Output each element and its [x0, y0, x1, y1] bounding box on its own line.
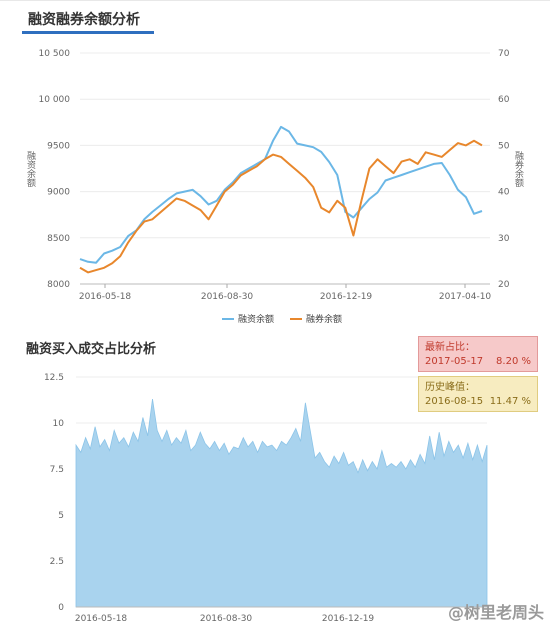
historical-peak-label: 历史峰值：: [425, 382, 475, 393]
y-tick-label: 12.5: [44, 373, 64, 383]
x-tick-label: 2016-12-19: [320, 292, 373, 302]
legend-label-financing: 融资余额: [238, 315, 275, 325]
latest-ratio-box: 最新占比： 2017-05-17 8.20 %: [418, 336, 538, 372]
y-left-tick-label: 8500: [47, 234, 70, 244]
historical-peak-box: 历史峰值： 2016-08-15 11.47 %: [418, 376, 538, 412]
x-tick-label: 2016-08-30: [200, 614, 253, 624]
legend-margin-financing[interactable]: 融资余额: [222, 312, 274, 325]
y-left-tick-label: 9500: [47, 141, 70, 151]
y-tick-label: 7.5: [50, 465, 64, 475]
historical-peak-date: 2016-08-15: [425, 396, 484, 407]
latest-ratio-label: 最新占比：: [425, 342, 475, 353]
series-line-financing: [79, 125, 483, 264]
chart-title-ratio: 融资买入成交占比分析: [26, 342, 157, 357]
y-left-tick-label: 9000: [47, 188, 70, 198]
margin-balance-panel: 融资融券余额分析 融资余额 融券余额 10 500 10 000 9500 9000 8…: [0, 0, 550, 325]
y-tick-label: 10: [53, 419, 65, 429]
legend-margin-lending[interactable]: 融券余额: [290, 312, 342, 325]
watermark: @树里老周头: [447, 603, 544, 622]
latest-ratio-value: 8.20 %: [496, 356, 531, 367]
y-left-tick-label: 10 000: [39, 95, 71, 105]
y-tick-label: 0: [58, 603, 64, 613]
legend-label-lending: 融券余额: [306, 315, 343, 325]
x-tick-label: 2017-04-10: [439, 292, 492, 302]
y-left-label: 融资余额: [25, 151, 35, 187]
y-left-tick-label: 8000: [47, 280, 70, 290]
area-series-ratio: [75, 399, 488, 608]
chart-title: 融资融券余额分析: [28, 12, 140, 28]
y-tick-label: 2.5: [50, 557, 64, 567]
y-right-tick-label: 70: [498, 49, 510, 59]
y-tick-label: 5: [58, 511, 64, 521]
y-right-label: 融券余额: [513, 151, 523, 187]
y-right-tick-label: 20: [498, 280, 510, 290]
historical-peak-value: 11.47 %: [489, 396, 531, 407]
title-underline: [22, 31, 154, 34]
x-tick-label: 2016-08-30: [201, 292, 254, 302]
legend-swatch-financing: [222, 317, 234, 320]
x-tick-label: 2016-05-18: [75, 614, 128, 624]
y-left-tick-label: 10 500: [39, 49, 71, 59]
y-right-tick-label: 50: [498, 141, 510, 151]
latest-ratio-date: 2017-05-17: [425, 356, 484, 367]
y-right-tick-label: 60: [498, 95, 510, 105]
x-tick-label: 2016-05-18: [79, 292, 132, 302]
x-tick-label: 2016-12-19: [322, 614, 375, 624]
y-right-tick-label: 40: [498, 188, 510, 198]
line-chart: 10 500 10 000 9500 9000 8500 8000 70 60 50 40 30 20…: [39, 49, 510, 302]
series-line-lending: [79, 139, 483, 274]
legend-swatch-lending: [290, 317, 302, 320]
y-right-tick-label: 30: [498, 234, 510, 244]
